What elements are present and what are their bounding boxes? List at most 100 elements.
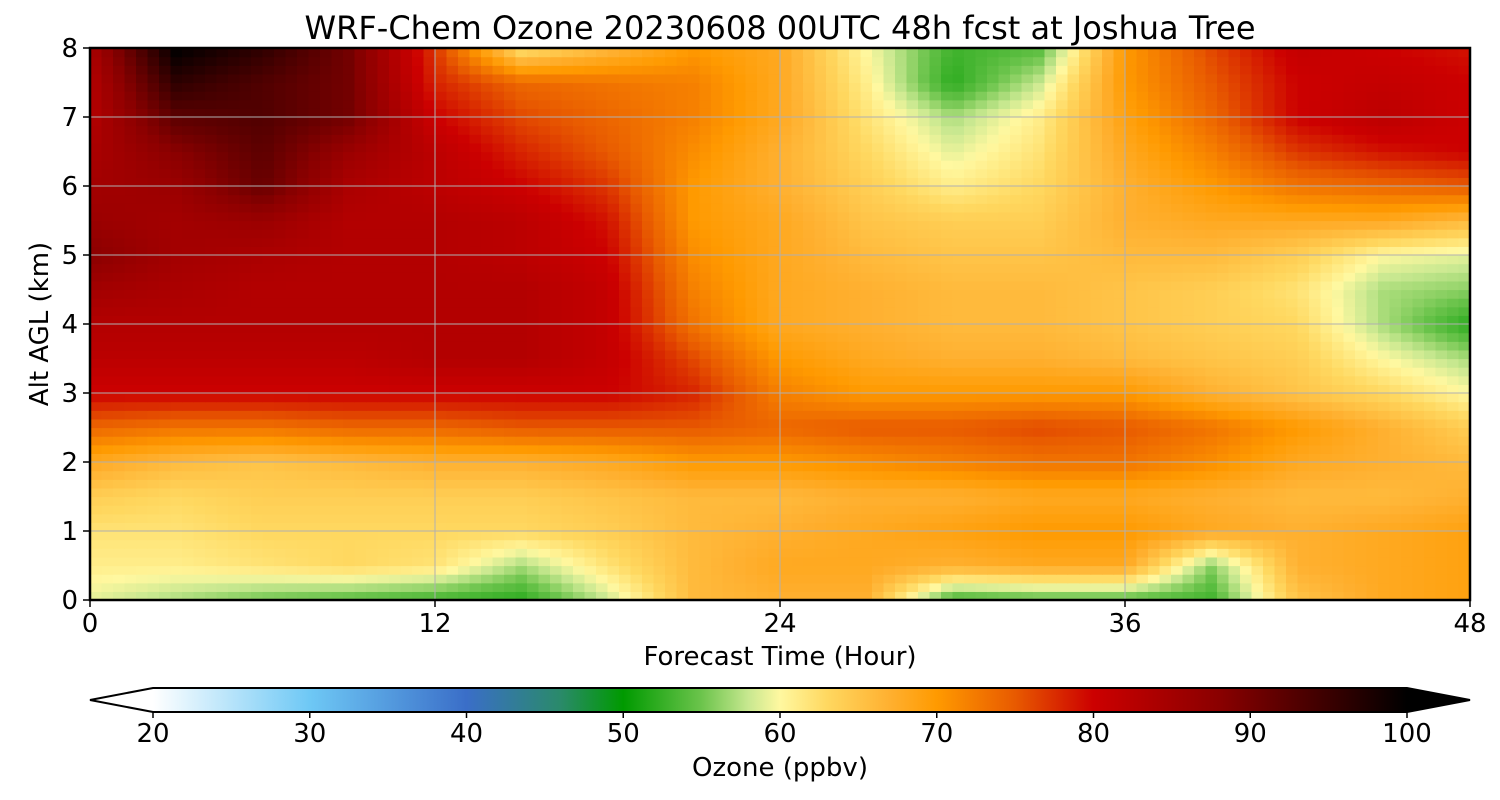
heatmap-cell	[722, 591, 735, 601]
heatmap-cell	[952, 548, 965, 558]
heatmap-cell	[366, 384, 379, 394]
heatmap-cell	[423, 453, 436, 463]
heatmap-cell	[274, 505, 287, 515]
heatmap-cell	[308, 255, 321, 265]
heatmap-cell	[182, 453, 195, 463]
heatmap-cell	[1010, 324, 1023, 334]
heatmap-cell	[1389, 315, 1402, 325]
heatmap-cell	[1401, 418, 1414, 429]
heatmap-cell	[331, 384, 344, 394]
heatmap-cell	[1171, 531, 1184, 541]
heatmap-cell	[1136, 522, 1149, 532]
heatmap-cell	[607, 436, 620, 446]
heatmap-cell	[239, 479, 252, 489]
heatmap-cell	[1079, 453, 1092, 463]
heatmap-cell	[389, 393, 402, 403]
heatmap-cell	[504, 591, 517, 601]
heatmap-cell	[446, 470, 459, 480]
heatmap-cell	[653, 565, 666, 575]
heatmap-cell	[550, 349, 563, 360]
heatmap-cell	[297, 505, 310, 515]
heatmap-cell	[331, 237, 344, 247]
heatmap-cell	[665, 349, 678, 360]
heatmap-cell	[1447, 367, 1460, 377]
heatmap-cell	[1447, 548, 1460, 558]
heatmap-cell	[895, 375, 908, 385]
heatmap-cell	[745, 427, 758, 437]
heatmap-cell	[1159, 324, 1172, 334]
heatmap-cell	[895, 531, 908, 541]
heatmap-cell	[1240, 436, 1253, 446]
heatmap-cell	[964, 531, 977, 541]
heatmap-cell	[1435, 246, 1448, 256]
heatmap-cell	[285, 401, 298, 411]
heatmap-cell	[446, 513, 459, 523]
heatmap-cell	[711, 453, 724, 463]
heatmap-cell	[446, 427, 459, 437]
heatmap-cell	[366, 591, 379, 601]
heatmap-cell	[929, 289, 942, 299]
heatmap-cell	[504, 565, 517, 575]
heatmap-cell	[699, 548, 712, 558]
heatmap-cell	[975, 358, 988, 368]
heatmap-cell	[458, 358, 471, 368]
heatmap-cell	[584, 246, 597, 256]
heatmap-cell	[1378, 479, 1391, 489]
heatmap-cell	[918, 513, 931, 523]
heatmap-cell	[1102, 522, 1115, 532]
heatmap-cell	[1286, 531, 1299, 541]
heatmap-cell	[1274, 306, 1287, 316]
heatmap-cell	[136, 427, 149, 437]
heatmap-cell	[366, 358, 379, 368]
heatmap-cell	[1378, 272, 1391, 282]
heatmap-cell	[1010, 280, 1023, 291]
heatmap-cell	[1079, 444, 1092, 454]
heatmap-cell	[1401, 462, 1414, 472]
heatmap-cell	[515, 453, 528, 463]
heatmap-cell	[458, 487, 471, 498]
heatmap-cell	[1182, 358, 1195, 368]
heatmap-cell	[768, 246, 781, 256]
heatmap-cell	[504, 255, 517, 265]
heatmap-cell	[561, 280, 574, 291]
heatmap-cell	[274, 315, 287, 325]
heatmap-cell	[1343, 539, 1356, 549]
heatmap-cell	[1378, 582, 1391, 592]
heatmap-cell	[688, 556, 701, 567]
heatmap-cell	[1228, 427, 1241, 437]
heatmap-cell	[780, 367, 793, 377]
heatmap-cell	[1389, 324, 1402, 334]
heatmap-cell	[1320, 255, 1333, 265]
heatmap-cell	[1044, 513, 1057, 523]
heatmap-cell	[412, 367, 425, 377]
heatmap-cell	[1332, 324, 1345, 334]
heatmap-cell	[849, 332, 862, 342]
heatmap-cell	[918, 496, 931, 506]
heatmap-cell	[1136, 246, 1149, 256]
heatmap-cell	[423, 487, 436, 498]
heatmap-cell	[803, 531, 816, 541]
heatmap-cell	[952, 237, 965, 247]
heatmap-cell	[113, 306, 126, 316]
heatmap-cell	[1056, 496, 1069, 506]
heatmap-cell	[435, 496, 448, 506]
heatmap-cell	[699, 298, 712, 308]
heatmap-cell	[745, 582, 758, 592]
heatmap-cell	[343, 444, 356, 454]
heatmap-cell	[1458, 462, 1471, 472]
heatmap-cell	[262, 237, 275, 247]
heatmap-cell	[1458, 315, 1471, 325]
heatmap-cell	[780, 548, 793, 558]
heatmap-cell	[642, 358, 655, 368]
heatmap-cell	[1286, 289, 1299, 299]
heatmap-cell	[1079, 462, 1092, 472]
heatmap-cell	[964, 539, 977, 549]
heatmap-cell	[1447, 384, 1460, 394]
heatmap-cell	[366, 487, 379, 498]
heatmap-cell	[1136, 393, 1149, 403]
heatmap-cell	[561, 384, 574, 394]
heatmap-cell	[1090, 255, 1103, 265]
heatmap-cell	[918, 531, 931, 541]
heatmap-cell	[550, 418, 563, 429]
heatmap-cell	[1148, 565, 1161, 575]
